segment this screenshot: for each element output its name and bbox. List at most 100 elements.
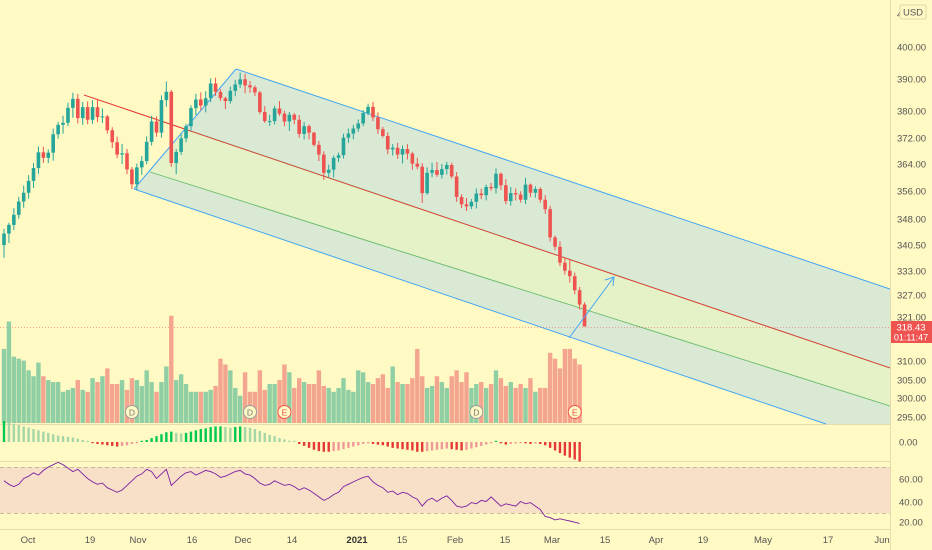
event-marker-circle (124, 405, 139, 419)
volume-bar (390, 366, 395, 423)
candle-body (346, 133, 351, 138)
volume-bar (36, 362, 41, 423)
candle-body (159, 100, 164, 133)
dividend-marker[interactable]: D (243, 405, 257, 419)
dividend-marker[interactable]: D (469, 405, 484, 419)
candle-body (297, 119, 301, 134)
macd-bar (258, 430, 262, 442)
macd-bar (489, 442, 493, 444)
macd-bar (194, 430, 198, 442)
candle-body (376, 117, 380, 130)
macd-bar (524, 442, 527, 444)
volume-bar (203, 391, 208, 423)
candle-body (499, 173, 503, 186)
candle-body (395, 147, 400, 155)
candle-body (336, 155, 341, 158)
macd-bar (504, 442, 508, 445)
macd-bar (140, 440, 143, 442)
candle-body (267, 121, 272, 123)
rsi-tick-label: 60.00 (899, 474, 923, 485)
candle-body (513, 193, 518, 195)
candle-body (287, 114, 292, 122)
volume-bar (316, 370, 322, 423)
event-marker-circle (567, 405, 582, 419)
macd-bar (465, 442, 468, 450)
macd-bar (76, 438, 79, 442)
rsi-line (3, 461, 580, 524)
volume-bar (474, 384, 479, 423)
macd-bar (238, 426, 242, 442)
candle-body (356, 123, 361, 129)
candle-body (2, 233, 6, 245)
time-tick-label: Apr (649, 535, 664, 546)
macd-axis-labels: 0.00 (899, 437, 918, 448)
candle-body (120, 153, 124, 155)
price-tick-label: 321.00 (897, 312, 926, 323)
pitchfork-median-line (83, 94, 891, 369)
candle-body (16, 201, 21, 215)
volume-bar (31, 376, 36, 423)
volume-bar (572, 358, 577, 423)
macd-bar (312, 442, 316, 450)
macd-bar (42, 431, 45, 442)
volume-bar (538, 387, 543, 423)
price-tick-label: 333.00 (897, 266, 926, 277)
volume-bar (46, 380, 51, 423)
volume-bar (159, 382, 164, 423)
time-tick-label: Oct (21, 535, 36, 546)
macd-bar (22, 426, 25, 442)
time-tick-label: Dec (235, 535, 252, 546)
earnings-marker[interactable]: E (277, 405, 292, 419)
volume-bar (154, 391, 159, 423)
volume-bar (375, 378, 381, 423)
candle-body (489, 186, 493, 189)
projection-arrow[interactable] (568, 276, 615, 339)
volume-bar (267, 384, 272, 423)
macd-bar (111, 442, 114, 446)
macd-bar (248, 427, 252, 442)
volume-bar (444, 387, 449, 423)
volume-bar (552, 358, 558, 423)
volume-bar (277, 380, 282, 423)
candle-body (361, 113, 365, 124)
channel-inner-fill (150, 129, 890, 406)
candle-body (21, 192, 26, 202)
candle-body (302, 126, 306, 134)
volume-bar (119, 380, 125, 423)
macd-bar (455, 442, 458, 450)
candle-body (577, 290, 582, 305)
volume-bar (464, 372, 469, 423)
macd-bar (165, 432, 168, 442)
volume-bar (233, 387, 238, 423)
candle-body (410, 153, 415, 164)
dividend-marker[interactable]: D (124, 405, 139, 419)
candle-body (484, 186, 488, 196)
volume-bar (547, 352, 553, 423)
macd-bar (155, 436, 158, 442)
volume-bar (65, 389, 71, 423)
time-tick-label: 15 (500, 535, 511, 546)
volume-bar (415, 348, 420, 423)
earnings-marker[interactable]: E (567, 405, 582, 419)
macd-bar (7, 422, 11, 442)
event-marker-circle (469, 405, 484, 419)
volume-bar (483, 387, 489, 423)
macd-bar (484, 442, 488, 445)
time-tick-label: 2021 (346, 535, 368, 546)
macd-bar (253, 429, 257, 442)
candle-body (12, 214, 16, 225)
macd-bar (573, 442, 576, 460)
time-axis[interactable]: Oct 19 Nov 16 Dec 14 2021 15 Feb 15 Mar 15 Apr 19 May 1… (21, 535, 890, 546)
candle-body (459, 196, 464, 205)
candle-body (445, 165, 449, 170)
currency-button[interactable]: USD (899, 4, 927, 20)
macd-bar (229, 427, 232, 442)
macd-bar (189, 431, 193, 442)
candle-body (100, 116, 105, 118)
macd-bar (371, 442, 375, 444)
macd-bar (376, 442, 380, 445)
price-axis[interactable] (891, 0, 932, 550)
candle-body (31, 168, 36, 181)
